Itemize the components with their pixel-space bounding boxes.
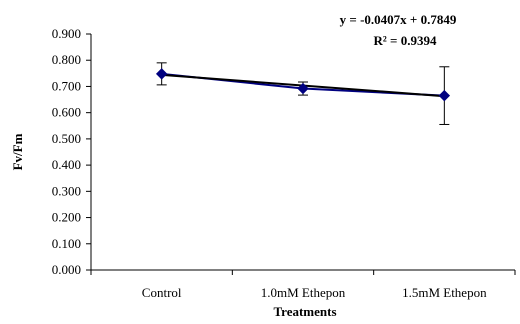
x-axis-title: Treatments (273, 304, 336, 319)
x-tick-label: Control (142, 285, 182, 300)
y-tick-label: 0.600 (52, 105, 81, 120)
y-tick-label: 0.200 (52, 210, 81, 225)
y-axis-title: Fv/Fm (10, 133, 25, 170)
data-point-marker (155, 68, 168, 80)
y-tick-label: 0.000 (52, 262, 81, 277)
x-tick-label: 1.0mM Ethepon (261, 285, 346, 300)
trendline-r-squared: R² = 0.9394 (374, 33, 437, 48)
data-point-marker (297, 82, 309, 95)
x-tick-label: 1.5mM Ethepon (402, 285, 487, 300)
y-tick-label: 0.900 (52, 26, 81, 41)
x-axis-ticks: Control 1.0mM Ethepon 1.5mM Ethepon (90, 270, 516, 300)
trendline-equation: y = -0.0407x + 0.7849 (340, 12, 457, 27)
data-point-marker (438, 89, 451, 102)
y-tick-label: 0.400 (52, 157, 81, 172)
y-axis-ticks: 0.000 0.100 0.200 0.300 0.400 0.500 0.600 0.700… (52, 26, 91, 277)
y-tick-label: 0.800 (52, 52, 81, 67)
y-tick-label: 0.700 (52, 78, 81, 93)
y-tick-label: 0.500 (52, 131, 81, 146)
data-markers (155, 68, 451, 102)
y-tick-label: 0.300 (52, 183, 81, 198)
y-tick-label: 0.100 (52, 236, 81, 251)
